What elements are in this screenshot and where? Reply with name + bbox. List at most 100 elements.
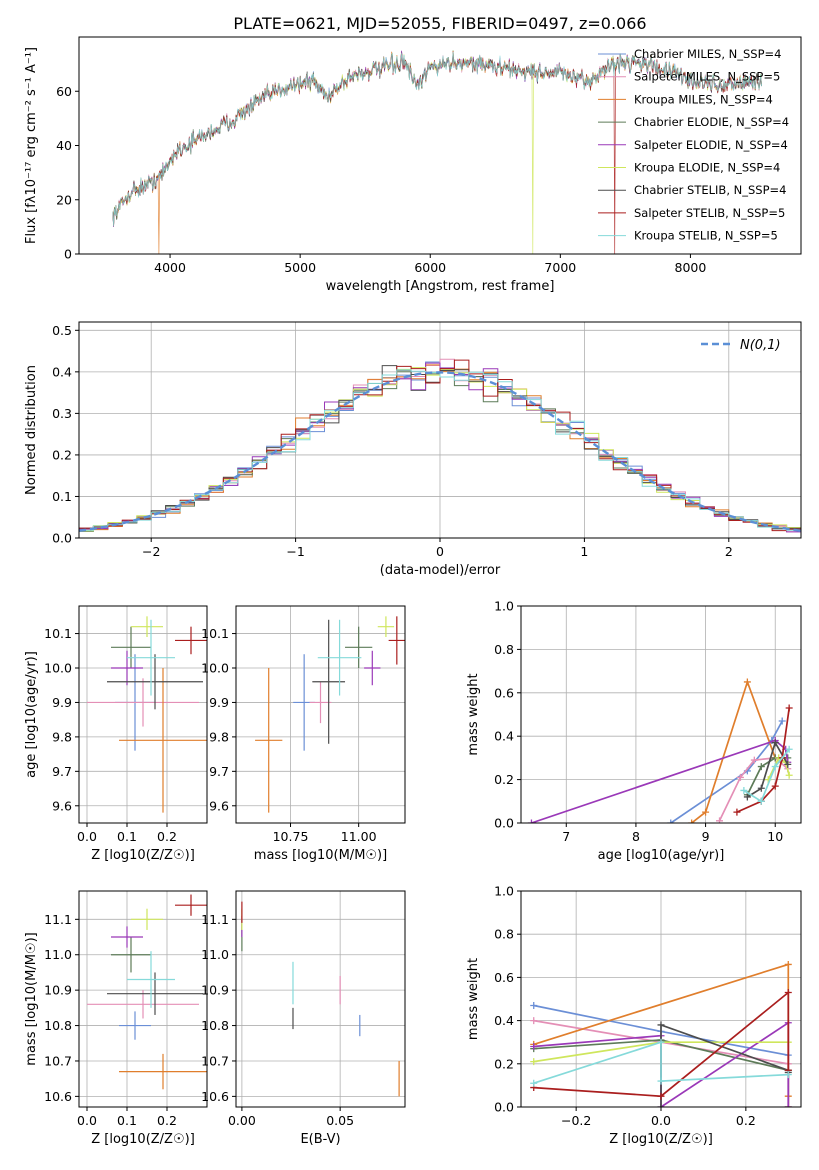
x-tick-label: −0.2 bbox=[561, 1113, 591, 1128]
weight-series-line bbox=[531, 739, 789, 823]
y-tick-label: 0.4 bbox=[52, 364, 72, 379]
x-tick-label: 9 bbox=[702, 829, 710, 844]
weight-point-marker bbox=[657, 1077, 665, 1085]
weight-point-marker bbox=[657, 1038, 665, 1046]
y-axis-label: mass weight bbox=[466, 673, 481, 755]
y-tick-label: 11.0 bbox=[201, 947, 229, 962]
x-tick-label: 10 bbox=[767, 829, 783, 844]
mass-EBV-panel: 0.00 0.05 10.6 10.7 10.8 10.9 11.0 11.1 E(B-V) bbox=[201, 890, 406, 1147]
y-tick-label: 40 bbox=[56, 138, 72, 153]
x-axis-label: wavelength [Angstrom, rest frame] bbox=[326, 279, 555, 294]
y-tick-label: 0.4 bbox=[494, 729, 514, 744]
weight-point-marker bbox=[527, 819, 535, 823]
weight-age-marks bbox=[527, 678, 793, 823]
y-tick-label: 11.1 bbox=[201, 912, 229, 927]
weight-point-marker bbox=[785, 771, 793, 779]
x-tick-label: 7000 bbox=[544, 260, 576, 275]
errorbar-point bbox=[345, 626, 373, 668]
age-Z-panel: 0.0 0.1 0.2 9.6 9.7 9.8 9.9 10.0 10.1 Z [log10(Z/… bbox=[24, 605, 208, 863]
spectrum-marks bbox=[112, 50, 762, 254]
x-tick-label: 0.0 bbox=[77, 829, 97, 844]
age-Z-marks bbox=[87, 616, 207, 813]
mass-Z-panel: 0.0 0.1 0.2 10.6 10.7 10.8 10.9 11.0 11.1 Z [log1… bbox=[24, 890, 208, 1147]
weight-series-line bbox=[533, 1041, 789, 1085]
x-tick-label: 0.2 bbox=[157, 829, 177, 844]
x-tick-label: 0.0 bbox=[651, 1113, 671, 1128]
errorbar-point bbox=[119, 668, 207, 813]
weight-point-marker bbox=[778, 717, 786, 725]
weight-point-marker bbox=[530, 1017, 538, 1025]
x-axis-label: Z [log10(Z/Z☉)] bbox=[91, 1132, 195, 1147]
y-tick-label: 0.2 bbox=[494, 1056, 514, 1071]
weight-series-line bbox=[691, 679, 776, 823]
errorbar-point bbox=[111, 937, 151, 973]
legend-label: Chabrier MILES, N_SSP=4 bbox=[634, 47, 781, 61]
weight-point-marker bbox=[530, 1043, 538, 1051]
errorbar-point bbox=[111, 926, 143, 948]
x-tick-label: 8 bbox=[632, 829, 640, 844]
x-axis-label: Z [log10(Z/Z☉)] bbox=[609, 1132, 713, 1147]
age-mass-grid bbox=[236, 606, 405, 823]
y-tick-label: 0.0 bbox=[494, 816, 514, 831]
age-Z-frame bbox=[78, 605, 208, 824]
y-axis-label: Flux [fλ10⁻¹⁷ erg cm⁻² s⁻¹ A⁻¹] bbox=[24, 47, 39, 244]
y-tick-label: 0.6 bbox=[494, 970, 514, 985]
weight-point-marker bbox=[771, 782, 779, 790]
weight-series-line bbox=[670, 720, 783, 823]
x-tick-label: 0.00 bbox=[228, 1113, 256, 1128]
weight-point-marker bbox=[657, 1103, 665, 1107]
y-tick-label: 10.1 bbox=[201, 626, 229, 641]
errorbar-point bbox=[309, 681, 332, 724]
y-tick-label: 10.7 bbox=[201, 1053, 229, 1068]
x-axis-label: age [log10(age/yr)] bbox=[598, 848, 725, 863]
weight-point-marker bbox=[771, 739, 779, 747]
x-tick-label: 0.05 bbox=[326, 1113, 354, 1128]
x-axis-label: (data-model)/error bbox=[380, 563, 501, 578]
weight-point-marker bbox=[757, 797, 765, 805]
y-axis-label: mass weight bbox=[466, 958, 481, 1040]
legend-label: Kroupa ELODIE, N_SSP=4 bbox=[634, 161, 780, 175]
weight-point-marker bbox=[657, 1092, 665, 1100]
x-tick-label: 1 bbox=[580, 544, 588, 559]
y-tick-label: 0.0 bbox=[494, 1100, 514, 1115]
weight-point-marker bbox=[667, 819, 675, 823]
y-axis-label: Normed distribution bbox=[24, 365, 39, 495]
legend-label: Salpeter MILES, N_SSP=5 bbox=[634, 70, 780, 84]
weight-series-line bbox=[746, 740, 789, 798]
errorbar-point bbox=[107, 654, 203, 710]
legend-label: Salpeter ELODIE, N_SSP=4 bbox=[634, 138, 788, 152]
weight-point-marker bbox=[771, 763, 779, 771]
x-tick-label: 5000 bbox=[284, 260, 316, 275]
y-tick-label: 0.8 bbox=[494, 927, 514, 942]
x-tick-label: 6000 bbox=[414, 260, 446, 275]
x-tick-label: 0 bbox=[436, 544, 444, 559]
legend-label: Chabrier ELODIE, N_SSP=4 bbox=[634, 115, 789, 129]
errorbar-point bbox=[175, 626, 207, 655]
residuals-legend: N(0,1) bbox=[701, 338, 781, 353]
x-tick-label: 7 bbox=[562, 829, 570, 844]
residuals-panel: −2 −1 0 1 2 0.0 0.1 0.2 0.3 0.4 0.5 (data-model)/er… bbox=[24, 321, 802, 578]
x-tick-label: 8000 bbox=[675, 260, 707, 275]
y-tick-label: 10.0 bbox=[44, 661, 72, 676]
weight-Z-panel: −0.2 0.0 0.2 0.0 0.2 0.4 0.6 0.8 1.0 Z [log10(Z/Z… bbox=[466, 884, 802, 1147]
weight-series-line bbox=[533, 990, 790, 1098]
weight-point-marker bbox=[757, 784, 765, 792]
y-tick-label: 1.0 bbox=[494, 599, 514, 614]
age-mass-marks bbox=[255, 616, 405, 813]
y-tick-label: 0.4 bbox=[494, 1013, 514, 1028]
y-tick-label: 0.2 bbox=[494, 772, 514, 787]
weight-point-marker bbox=[702, 808, 710, 816]
x-axis-label: E(B-V) bbox=[300, 1132, 340, 1147]
x-tick-label: 0.2 bbox=[157, 1113, 177, 1128]
errorbar-point bbox=[87, 678, 199, 727]
errorbar-point bbox=[111, 650, 143, 686]
x-tick-label: 0.1 bbox=[117, 829, 137, 844]
weight-series-line bbox=[743, 748, 790, 803]
weight-point-marker bbox=[785, 704, 793, 712]
weight-point-marker bbox=[784, 989, 792, 997]
y-tick-label: 0.6 bbox=[494, 685, 514, 700]
spectrum-legend: Chabrier MILES, N_SSP=4 Salpeter MILES, N… bbox=[598, 47, 789, 243]
errorbar-point bbox=[87, 990, 199, 1019]
errorbar-point bbox=[388, 616, 405, 665]
